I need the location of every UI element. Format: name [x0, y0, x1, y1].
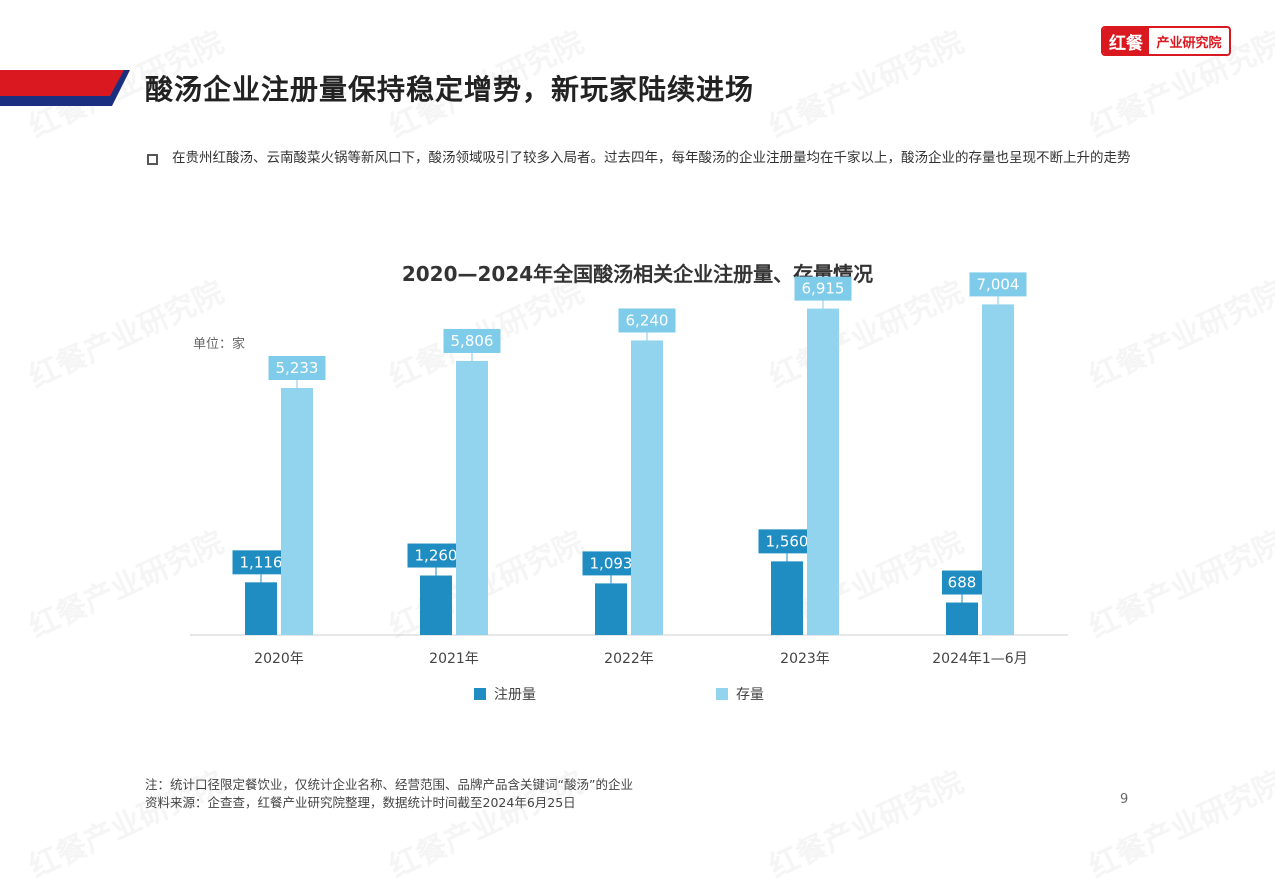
bar-chart: 1,116 1,260 1,093 1,560 688 5,233 5,806 6,240 6,… [190, 272, 1068, 667]
chart-legend: 注册量 存量 [474, 683, 834, 705]
data-label: 1,260 [415, 547, 458, 565]
data-label: 7,004 [977, 275, 1020, 293]
data-label-box [582, 551, 640, 576]
logo-mark: 红餐 [1103, 28, 1149, 54]
x-tick-label: 2024年1—6月 [932, 651, 1027, 667]
footnote-note: 注：统计口径限定餐饮业，仅统计企业名称、经营范围、品牌产品含关键词“酸汤”的企业 [145, 777, 633, 792]
bar-stock [281, 388, 313, 635]
bar-stock [807, 308, 839, 635]
bar-registrations [946, 602, 978, 635]
data-label: 1,093 [590, 554, 633, 572]
data-label-box [268, 356, 326, 380]
bar-stock [456, 360, 488, 635]
data-label-box [794, 276, 852, 301]
legend-label-registrations: 注册量 [494, 687, 536, 703]
data-label-box [443, 328, 501, 353]
page-title: 酸汤企业注册量保持稳定增势，新玩家陆续进场 [145, 73, 755, 106]
data-label: 1,560 [766, 532, 809, 550]
data-label: 1,116 [240, 553, 283, 571]
x-tick-label: 2022年 [604, 651, 654, 667]
data-label-box [969, 272, 1027, 297]
x-tick-label: 2021年 [429, 651, 479, 667]
data-label-box [407, 543, 465, 568]
legend-item-registrations: 注册量 [474, 684, 536, 704]
data-label-box [758, 529, 816, 554]
bar-registrations [595, 583, 627, 635]
legend-label-stock: 存量 [736, 687, 764, 703]
bar-stock [631, 340, 663, 635]
bar-registrations [771, 561, 803, 635]
data-label: 688 [948, 574, 977, 592]
x-tick-label: 2023年 [780, 651, 830, 667]
title-accent-band [0, 70, 130, 106]
bar-registrations [245, 582, 277, 635]
bar-registrations [420, 575, 452, 635]
x-tick-label: 2020年 [254, 651, 304, 667]
legend-swatch-registrations [474, 688, 486, 700]
intro-text: 在贵州红酸汤、云南酸菜火锅等新风口下，酸汤领域吸引了较多入局者。过去四年，每年酸… [172, 150, 1131, 166]
data-label: 5,233 [276, 359, 319, 377]
data-label: 6,240 [626, 311, 669, 329]
footnotes: 注：统计口径限定餐饮业，仅统计企业名称、经营范围、品牌产品含关键词“酸汤”的企业… [145, 776, 633, 812]
legend-swatch-stock [716, 688, 728, 700]
data-label: 5,806 [451, 332, 494, 350]
bar-stock [982, 304, 1014, 635]
brand-logo: 红餐 产业研究院 [1101, 26, 1231, 56]
legend-item-stock: 存量 [716, 684, 764, 704]
bullet-square-icon [147, 154, 158, 165]
data-label-box [232, 550, 290, 575]
footnote-source: 资料来源：企查查，红餐产业研究院整理，数据统计时间截至2024年6月25日 [145, 795, 576, 810]
chart-unit-label: 单位：家 [193, 337, 246, 352]
data-label: 6,915 [802, 280, 845, 298]
logo-text: 产业研究院 [1156, 35, 1222, 51]
page-number: 9 [1120, 792, 1129, 807]
data-label-box [618, 308, 676, 333]
data-label-box [942, 570, 982, 595]
